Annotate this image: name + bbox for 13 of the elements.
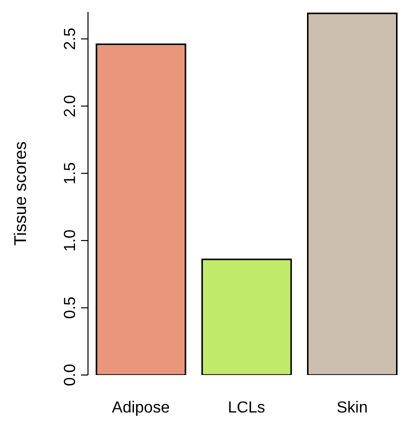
y-tick-label: 0.0 [62,364,79,386]
y-tick-label: 1.5 [62,162,79,184]
x-tick-label: LCLs [228,399,266,416]
x-tick-label: Skin [336,399,368,416]
bar [201,258,292,375]
x-tick-label: Adipose [112,399,170,416]
bar [96,44,186,375]
y-axis-title: Tissue scores [11,141,30,246]
bar [307,12,398,375]
y-tick-label: 1.0 [62,229,79,252]
y-tick-label: 2.5 [62,28,79,50]
y-tick-label: 0.5 [62,296,79,319]
y-tick-label: 2.0 [62,94,79,118]
